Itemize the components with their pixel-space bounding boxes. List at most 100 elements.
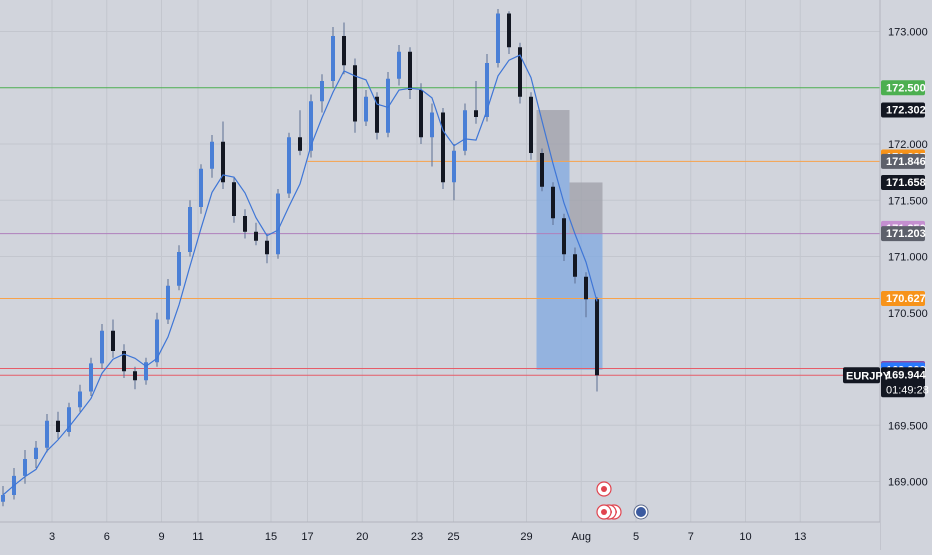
candle-body bbox=[243, 216, 247, 232]
price-tick-label: 171.000 bbox=[888, 252, 928, 264]
price-tick-label: 173.000 bbox=[888, 27, 928, 39]
candle-body bbox=[496, 13, 500, 63]
price-tick-label: 172.000 bbox=[888, 139, 928, 151]
time-tick-label: 29 bbox=[520, 531, 532, 543]
price-label-text: 171.846 bbox=[886, 156, 926, 168]
earth-icon-core bbox=[636, 507, 646, 517]
price-tick-label: 169.500 bbox=[888, 420, 928, 432]
candle-body bbox=[265, 240, 269, 255]
price-label-text: 172.500 bbox=[886, 82, 926, 94]
candle-body bbox=[221, 141, 225, 183]
candle-body bbox=[386, 78, 390, 133]
candle-body bbox=[551, 186, 555, 219]
position-boxes bbox=[536, 110, 603, 370]
time-tick-label: 3 bbox=[49, 531, 55, 543]
price-label-box bbox=[881, 174, 925, 190]
time-tick-label: 25 bbox=[447, 531, 459, 543]
candle-body bbox=[408, 51, 412, 90]
price-label-box bbox=[881, 226, 925, 242]
candle-body bbox=[133, 371, 137, 381]
price-label-text: 170.627 bbox=[886, 293, 926, 305]
price-label-box bbox=[881, 290, 925, 306]
time-tick-label: 5 bbox=[633, 531, 639, 543]
time-tick-label: Aug bbox=[571, 531, 591, 543]
candle-body bbox=[474, 110, 478, 117]
price-label-text: 169.944 bbox=[886, 369, 927, 381]
position-box bbox=[569, 182, 603, 234]
flag-icon-dot bbox=[601, 509, 607, 515]
moving-average bbox=[2, 54, 598, 496]
candle-body bbox=[430, 112, 434, 138]
candle-body bbox=[331, 36, 335, 81]
flag-icon-dot bbox=[601, 486, 607, 492]
candle-body bbox=[463, 110, 467, 151]
candle-body bbox=[320, 81, 324, 102]
candle-body bbox=[188, 207, 192, 252]
time-tick-label: 17 bbox=[301, 531, 313, 543]
candle-body bbox=[166, 285, 170, 320]
price-label-box bbox=[881, 80, 925, 96]
candle-body bbox=[452, 150, 456, 183]
candle-body bbox=[298, 137, 302, 151]
candle-body bbox=[573, 254, 577, 277]
price-label-text: 172.302 bbox=[886, 105, 926, 117]
grid bbox=[0, 0, 880, 522]
candle-body bbox=[584, 276, 588, 300]
candle-body bbox=[595, 299, 599, 376]
event-markers bbox=[596, 481, 649, 520]
candle-body bbox=[540, 153, 544, 187]
candle-body bbox=[45, 420, 49, 448]
time-axis-bg bbox=[0, 522, 880, 550]
candle-body bbox=[397, 51, 401, 79]
ma-line bbox=[2, 54, 598, 496]
candle-body bbox=[342, 36, 346, 66]
candle-body bbox=[375, 96, 379, 133]
symbol-tag-text: EURJPY bbox=[846, 370, 891, 382]
candle-body bbox=[210, 141, 214, 169]
candle-body bbox=[122, 351, 126, 372]
time-tick-label: 7 bbox=[688, 531, 694, 543]
candle-body bbox=[485, 63, 489, 117]
candles bbox=[1, 9, 599, 507]
candle-body bbox=[100, 330, 104, 364]
candle-body bbox=[441, 112, 445, 183]
candle-body bbox=[78, 391, 82, 408]
candle-body bbox=[353, 65, 357, 122]
price-label-text: 171.658 bbox=[886, 177, 926, 189]
candle-body bbox=[89, 363, 93, 392]
time-tick-label: 11 bbox=[192, 531, 203, 543]
candle-body bbox=[1, 495, 5, 502]
candle-body bbox=[56, 420, 60, 432]
candle-body bbox=[34, 447, 38, 459]
candle-body bbox=[364, 96, 368, 122]
symbol-tag: EURJPY bbox=[843, 367, 891, 384]
price-tick-label: 170.500 bbox=[888, 308, 928, 320]
candle-body bbox=[254, 231, 258, 241]
price-tick-label: 171.500 bbox=[888, 195, 928, 207]
time-axis[interactable]: 3 6 9 11 15 17 20 23 25 29 Aug 5 7 10 13 bbox=[0, 521, 880, 550]
price-label-box bbox=[881, 102, 925, 118]
price-axis[interactable]: 169.000 169.500 171.000 172.000 173.000 172.5… bbox=[879, 0, 932, 550]
symbol-tag-box bbox=[843, 367, 880, 384]
candle-body bbox=[144, 362, 148, 381]
horizontal-lines bbox=[0, 87, 880, 376]
time-tick-label: 6 bbox=[104, 531, 110, 543]
candle-body bbox=[67, 407, 71, 432]
time-tick-label: 23 bbox=[411, 531, 423, 543]
time-tick-label: 15 bbox=[265, 531, 277, 543]
price-label-box bbox=[881, 367, 925, 398]
candle-body bbox=[518, 47, 522, 97]
price-tick-label: 169.000 bbox=[888, 477, 928, 489]
price-label-box bbox=[881, 153, 925, 169]
time-tick-label: 13 bbox=[794, 531, 806, 543]
candle-body bbox=[177, 252, 181, 286]
candle-body bbox=[199, 168, 203, 207]
candle-body bbox=[507, 13, 511, 48]
price-label-text: 171.203 bbox=[886, 228, 926, 240]
candle-body bbox=[155, 319, 159, 363]
time-tick-label: 10 bbox=[739, 531, 751, 543]
candle-body bbox=[232, 182, 236, 216]
countdown-text: 01:49:28 bbox=[886, 384, 929, 396]
